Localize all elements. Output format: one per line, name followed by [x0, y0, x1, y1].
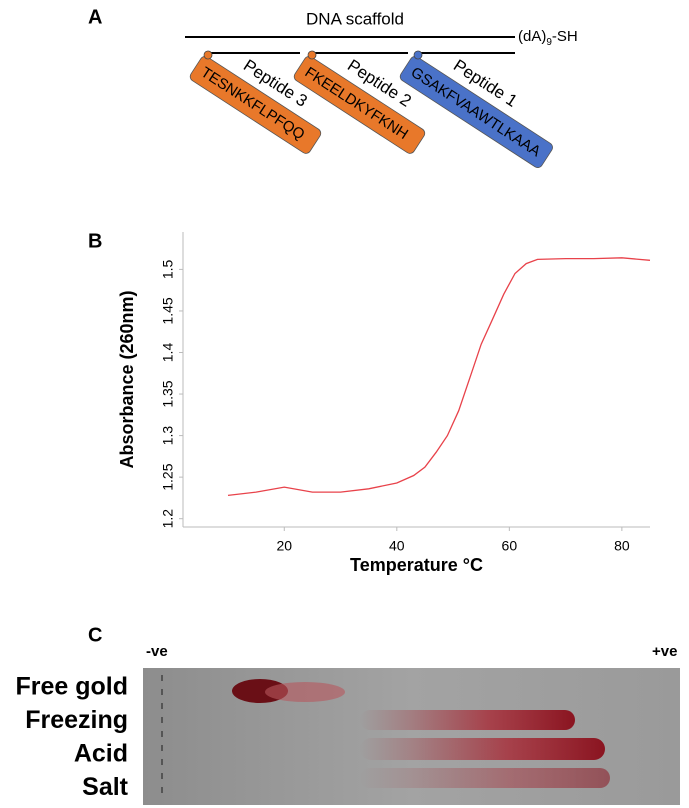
tag-hole — [307, 50, 317, 60]
gel-band — [360, 738, 605, 760]
tag-body — [189, 56, 322, 154]
tail-text: (dA) — [518, 28, 546, 45]
lane-label: Acid — [74, 740, 128, 768]
panel-label: B — [88, 230, 102, 252]
panel-label: C — [88, 624, 102, 646]
lane-label: Freezing — [25, 706, 128, 734]
x-tick-label: 40 — [389, 538, 405, 554]
lane-label: Free gold — [15, 673, 128, 701]
y-tick-label: 1.4 — [160, 343, 176, 363]
y-tick-label: 1.2 — [160, 509, 176, 529]
tail-label: (dA)9-SH — [518, 28, 578, 48]
x-tick-label: 80 — [614, 538, 630, 554]
gel-band — [360, 710, 575, 730]
y-tick-label: 1.5 — [160, 259, 176, 279]
y-tick-label: 1.3 — [160, 426, 176, 446]
negative-label: -ve — [146, 643, 168, 660]
tail-text: -SH — [552, 28, 578, 45]
tag-body — [399, 56, 553, 168]
y-tick-label: 1.25 — [160, 463, 176, 490]
tag-body — [293, 56, 426, 154]
x-axis-title: Temperature °C — [350, 555, 483, 575]
tag-hole — [413, 50, 423, 60]
tail-sub: 9 — [546, 37, 552, 48]
panel-label: A — [88, 6, 102, 28]
y-tick-label: 1.35 — [160, 380, 176, 407]
scaffold-label: DNA scaffold — [306, 9, 404, 28]
tag-hole — [203, 50, 213, 60]
gel-band — [360, 768, 610, 788]
y-axis-title: Absorbance (260nm) — [117, 290, 137, 468]
gel-band — [265, 682, 345, 702]
x-tick-label: 60 — [502, 538, 518, 554]
lane-label: Salt — [82, 773, 129, 801]
melt-curve — [227, 257, 651, 497]
positive-label: +ve — [652, 643, 677, 660]
x-tick-label: 20 — [276, 538, 292, 554]
y-tick-label: 1.45 — [160, 297, 176, 324]
